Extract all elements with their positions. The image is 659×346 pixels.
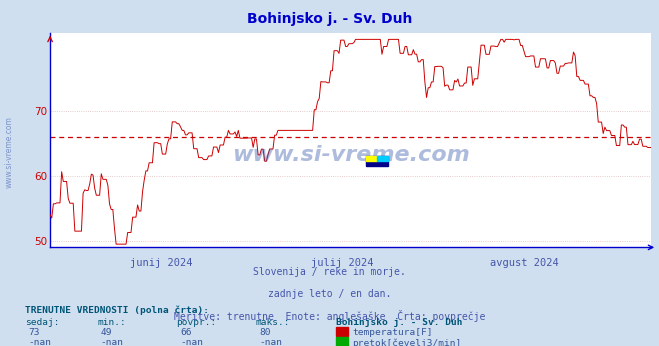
Text: povpr.:: povpr.: <box>177 318 217 327</box>
Bar <box>366 156 378 161</box>
Text: maks.:: maks.: <box>256 318 290 327</box>
Text: temperatura[F]: temperatura[F] <box>352 328 432 337</box>
Text: 49: 49 <box>101 328 112 337</box>
Text: sedaj:: sedaj: <box>25 318 59 327</box>
Text: Slovenija / reke in morje.: Slovenija / reke in morje. <box>253 267 406 277</box>
Text: min.:: min.: <box>98 318 127 327</box>
Text: Meritve: trenutne  Enote: anglešaške  Črta: povprečje: Meritve: trenutne Enote: anglešaške Črta… <box>174 310 485 322</box>
Text: -nan: -nan <box>28 338 51 346</box>
Text: zadnje leto / en dan.: zadnje leto / en dan. <box>268 289 391 299</box>
Text: -nan: -nan <box>180 338 203 346</box>
Text: pretok[čevelj3/min]: pretok[čevelj3/min] <box>352 338 461 346</box>
Text: 66: 66 <box>180 328 191 337</box>
Text: -nan: -nan <box>101 338 124 346</box>
Text: Bohinjsko j. - Sv. Duh: Bohinjsko j. - Sv. Duh <box>247 12 412 26</box>
Text: Bohinjsko j. - Sv. Duh: Bohinjsko j. - Sv. Duh <box>336 318 463 327</box>
Text: julij 2024: julij 2024 <box>311 258 373 268</box>
Text: www.si-vreme.com: www.si-vreme.com <box>5 116 14 188</box>
Text: 80: 80 <box>259 328 270 337</box>
Text: www.si-vreme.com: www.si-vreme.com <box>232 145 469 165</box>
Bar <box>366 156 388 166</box>
Text: -nan: -nan <box>259 338 282 346</box>
Text: junij 2024: junij 2024 <box>130 258 192 268</box>
Text: avgust 2024: avgust 2024 <box>490 258 558 268</box>
Text: TRENUTNE VREDNOSTI (polna črta):: TRENUTNE VREDNOSTI (polna črta): <box>25 305 209 315</box>
Text: 73: 73 <box>28 328 40 337</box>
Bar <box>376 156 388 161</box>
